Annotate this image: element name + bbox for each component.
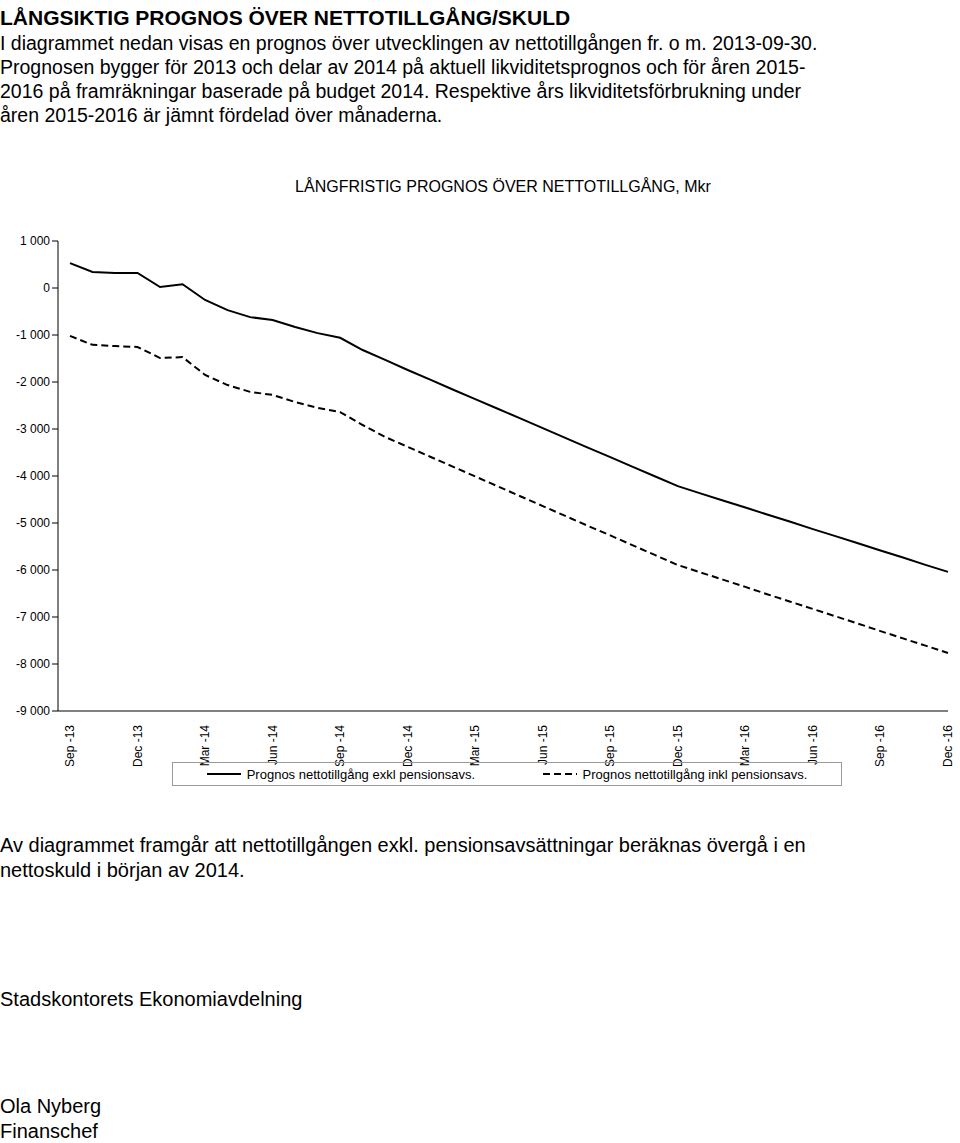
svg-text:Dec -14: Dec -14 xyxy=(401,725,415,766)
svg-text:-6 000: -6 000 xyxy=(16,563,50,577)
svg-text:Sep -16: Sep -16 xyxy=(873,725,887,766)
html-text:Prognosen bygger för 2013 och: Prognosen bygger för 2013 och delar av 2… xyxy=(0,56,806,78)
svg-text:Mar -14: Mar -14 xyxy=(198,725,212,766)
svg-text:Sep -15: Sep -15 xyxy=(603,725,617,766)
html-text:2016 på framräkningar baserade: 2016 på framräkningar baserade på budget… xyxy=(0,80,802,102)
svg-text:Mar -15: Mar -15 xyxy=(468,725,482,766)
html-text:åren 2015-2016 är jämnt fördel: åren 2015-2016 är jämnt fördelad över må… xyxy=(0,104,443,126)
svg-text:Dec -15: Dec -15 xyxy=(671,725,685,766)
html-text:nettoskuld i början av 2014.: nettoskuld i början av 2014. xyxy=(0,859,245,881)
svg-text:-9 000: -9 000 xyxy=(16,704,50,718)
html-text:Stadskontorets Ekonomiavdelnin: Stadskontorets Ekonomiavdelning xyxy=(0,988,303,1010)
svg-text:-3 000: -3 000 xyxy=(16,422,50,436)
html-text:Finanschef: Finanschef xyxy=(0,1120,98,1142)
svg-text:Mar -16: Mar -16 xyxy=(738,725,752,766)
svg-text:0: 0 xyxy=(43,281,50,295)
html-text:Prognos nettotillgång inkl pen: Prognos nettotillgång inkl pensionsavs. xyxy=(582,766,808,782)
svg-text:-8 000: -8 000 xyxy=(16,657,50,671)
svg-text:Dec -16: Dec -16 xyxy=(941,725,952,766)
svg-text:-4 000: -4 000 xyxy=(16,469,50,483)
svg-text:Dec -13: Dec -13 xyxy=(131,725,145,766)
svg-text:1 000: 1 000 xyxy=(20,234,50,248)
html-text:Prognos nettotillgång exkl pen: Prognos nettotillgång exkl pensionsavs. xyxy=(246,766,476,782)
svg-text:Jun -15: Jun -15 xyxy=(536,725,550,765)
svg-text:Sep -13: Sep -13 xyxy=(63,725,77,766)
svg-text:-1 000: -1 000 xyxy=(16,328,50,342)
html-text:Av diagrammet framgår att nett: Av diagrammet framgår att nettotillgånge… xyxy=(0,834,806,856)
svg-text:Sep -14: Sep -14 xyxy=(333,725,347,766)
svg-text:-7 000: -7 000 xyxy=(16,610,50,624)
html-text:LÅNGSIKTIG PROGNOS ÖVER NETTOT: LÅNGSIKTIG PROGNOS ÖVER NETTOTILLGÅNG/SK… xyxy=(0,6,571,29)
html-text:LÅNGFRISTIG PROGNOS ÖVER NETTO: LÅNGFRISTIG PROGNOS ÖVER NETTOTILLGÅNG, … xyxy=(295,178,711,195)
svg-text:Jun -16: Jun -16 xyxy=(806,725,820,765)
html-text:Ola Nyberg: Ola Nyberg xyxy=(0,1095,102,1117)
svg-text:-5 000: -5 000 xyxy=(16,516,50,530)
svg-text:-2 000: -2 000 xyxy=(16,375,50,389)
svg-text:Jun -14: Jun -14 xyxy=(266,725,280,765)
html-text:I diagrammet nedan visas en pr: I diagrammet nedan visas en prognos över… xyxy=(0,32,818,54)
